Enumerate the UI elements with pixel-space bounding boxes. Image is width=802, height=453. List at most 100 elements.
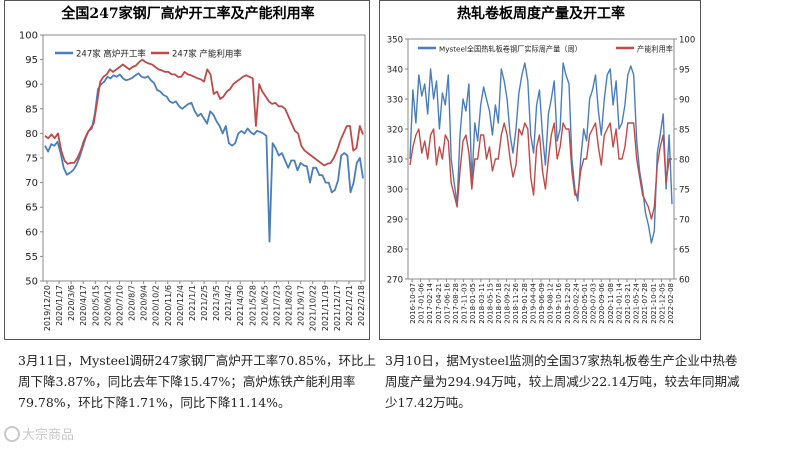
x-tick-label: 2020/1/17: [55, 285, 64, 326]
y2-tick-label: 75: [679, 186, 690, 196]
x-tick-label: 2020/7/10: [115, 285, 124, 326]
x-tick-label: 2018-01-05: [469, 283, 477, 324]
x-tick-label: 2017-02-14: [426, 282, 434, 323]
x-tick-label: 2020/9/4: [140, 285, 149, 321]
x-tick-label: 2017-11-03: [461, 283, 469, 324]
watermark-text: 大宗商品: [22, 428, 75, 443]
x-tick-label: 2021/12/17: [333, 285, 342, 331]
x-tick-label: 2020-02-24: [572, 282, 580, 323]
right-caption: 3月10日，据Mysteel监测的全国37家热轧板卷生产企业中热卷周度产量为29…: [385, 353, 740, 410]
chart-title: 热轧卷板周度产量及开工率: [457, 5, 625, 22]
x-tick-label: 2021-05-24: [633, 282, 641, 323]
y-tick-label: 95: [25, 55, 38, 66]
y-tick-label: 50: [25, 277, 38, 288]
y2-tick-label: 100: [679, 36, 695, 46]
x-tick-label: 2020/10/2: [152, 285, 161, 326]
blast-furnace-chart: 全国247家钢厂高炉开工率及产能利用率 50 55 60 65 70 75 80 85 90 95 1…: [19, 5, 366, 331]
x-tick-label: 2021/10/22: [309, 285, 318, 331]
x-tick-label: 2021-10-01: [650, 283, 658, 324]
x-tick-label: 2020/12/4: [176, 285, 185, 326]
x-tick-label: 2017-08-28: [452, 283, 460, 324]
x-tick-label: 2018-07-18: [495, 283, 503, 324]
x-tick-label: 2020/6/12: [103, 285, 112, 326]
legend-label-1: 247家 高炉开工率: [76, 49, 146, 60]
left-caption: 3月11日，Mysteel调研247家钢厂高炉开工率70.85%，环比上周下降3…: [18, 353, 376, 410]
x-tick-label: 2021-03-21: [624, 283, 632, 324]
y-tick-label: 60: [25, 227, 38, 238]
x-tick-label: 2020/11/6: [164, 285, 173, 326]
x-tick-label: 2019-01-28: [521, 283, 529, 324]
left-chart-panel: 全国247家钢厂高炉开工率及产能利用率 50 55 60 65 70 75 80 85 90 95 1…: [4, 0, 370, 340]
x-tick-label: 2020-07-03: [590, 283, 598, 324]
x-tick-label: 2020-05-01: [581, 283, 589, 324]
series-line-2: [44, 58, 364, 167]
x-tick-label: 2019-12-20: [564, 283, 572, 324]
x-tick-label: 2020/4/17: [79, 285, 88, 326]
x-tick-label: 2021-07-28: [641, 283, 649, 324]
x-tick-label: 2018-03-11: [478, 283, 486, 324]
x-tick-label: 2021/9/17: [297, 285, 306, 326]
watermark: 大宗商品: [4, 424, 74, 443]
y-tick-label: 320: [387, 126, 403, 136]
x-tick-label: 2021/4/2: [224, 285, 233, 321]
x-tick-label: 2021/3/5: [212, 285, 221, 321]
x-tick-label: 2017-01-06: [418, 282, 426, 323]
x-tick-label: 2019-06-09: [538, 283, 546, 324]
y-tick-label: 55: [25, 252, 38, 263]
y-tick-label: 65: [25, 203, 38, 214]
series-line-1: [44, 72, 364, 243]
y-tick-label: 330: [387, 96, 403, 106]
x-tick-label: 2019/12/20: [43, 285, 52, 331]
right-chart-panel: 热轧卷板周度产量及开工率 270 280 290 300 310 320 330 340 350 6…: [379, 0, 701, 340]
x-tick-label: 2021/8/20: [285, 285, 294, 326]
x-tick-label: 2021/6/25: [260, 285, 269, 326]
y2-tick-label: 90: [679, 96, 690, 106]
y-tick-label: 90: [25, 80, 38, 91]
legend-label-2: 产能利用率: [637, 45, 673, 54]
y2-tick-label: 85: [679, 126, 690, 136]
y2-tick-label: 60: [679, 276, 690, 286]
y-tick-label: 270: [387, 276, 403, 286]
x-tick-label: 2020/5/15: [91, 285, 100, 326]
x-tick-label: 2020/3/6: [67, 285, 76, 321]
x-tick-label: 2021/11/19: [321, 285, 330, 331]
x-tick-label: 2019-04-04: [529, 282, 537, 323]
x-tick-label: 2022/1/21: [345, 285, 354, 326]
plot-area: [42, 34, 366, 282]
x-tick-label: 2021/4/30: [236, 285, 245, 326]
y-tick-label: 70: [25, 178, 38, 189]
x-tick-label: 2016-10-07: [409, 283, 417, 324]
x-tick-label: 2019-08-12: [547, 283, 555, 324]
x-tick-label: 2022-02-08: [667, 283, 675, 324]
y2-tick-label: 70: [679, 216, 690, 226]
x-tick-label: 2021-12-05: [658, 283, 666, 324]
x-tick-label: 2017-04-21: [435, 283, 443, 324]
y-tick-label: 100: [19, 31, 38, 42]
x-tick-label: 2019-10-16: [555, 282, 563, 323]
x-tick-label: 2020/8/7: [128, 285, 137, 321]
x-tick-label: 2020-09-06: [598, 282, 606, 323]
watermark-logo-icon: [4, 426, 20, 442]
series-line-2: [409, 122, 672, 220]
y-tick-label: 280: [387, 246, 403, 256]
y-tick-label: 75: [25, 154, 38, 165]
x-tick-label: 2018-11-26: [512, 282, 520, 323]
legend-label-2: 247家 产能利用率: [172, 49, 242, 60]
legend-label-1: Mysteel全国热轧板卷钢厂实际周产量（周）: [439, 45, 582, 54]
y2-tick-label: 80: [679, 156, 690, 166]
y-tick-label: 290: [387, 216, 403, 226]
x-tick-label: 2017-06-16: [443, 282, 451, 323]
hot-rolled-coil-chart: 热轧卷板周度产量及开工率 270 280 290 300 310 320 330 340 350 6…: [387, 5, 695, 324]
x-tick-label: 2021/1/1: [188, 285, 197, 321]
x-tick-label: 2021-01-14: [615, 282, 623, 323]
x-tick-label: 2018-05-15: [486, 283, 494, 324]
x-tick-label: 2020-11-08: [607, 283, 615, 324]
y-tick-label: 350: [387, 36, 403, 46]
y2-tick-label: 65: [679, 246, 690, 256]
series-line-1: [409, 62, 673, 244]
x-tick-label: 2022/2/18: [357, 285, 366, 326]
y-tick-label: 85: [25, 104, 38, 115]
y-tick-label: 310: [387, 156, 403, 166]
y2-tick-label: 95: [679, 66, 690, 76]
y-tick-label: 340: [387, 66, 403, 76]
